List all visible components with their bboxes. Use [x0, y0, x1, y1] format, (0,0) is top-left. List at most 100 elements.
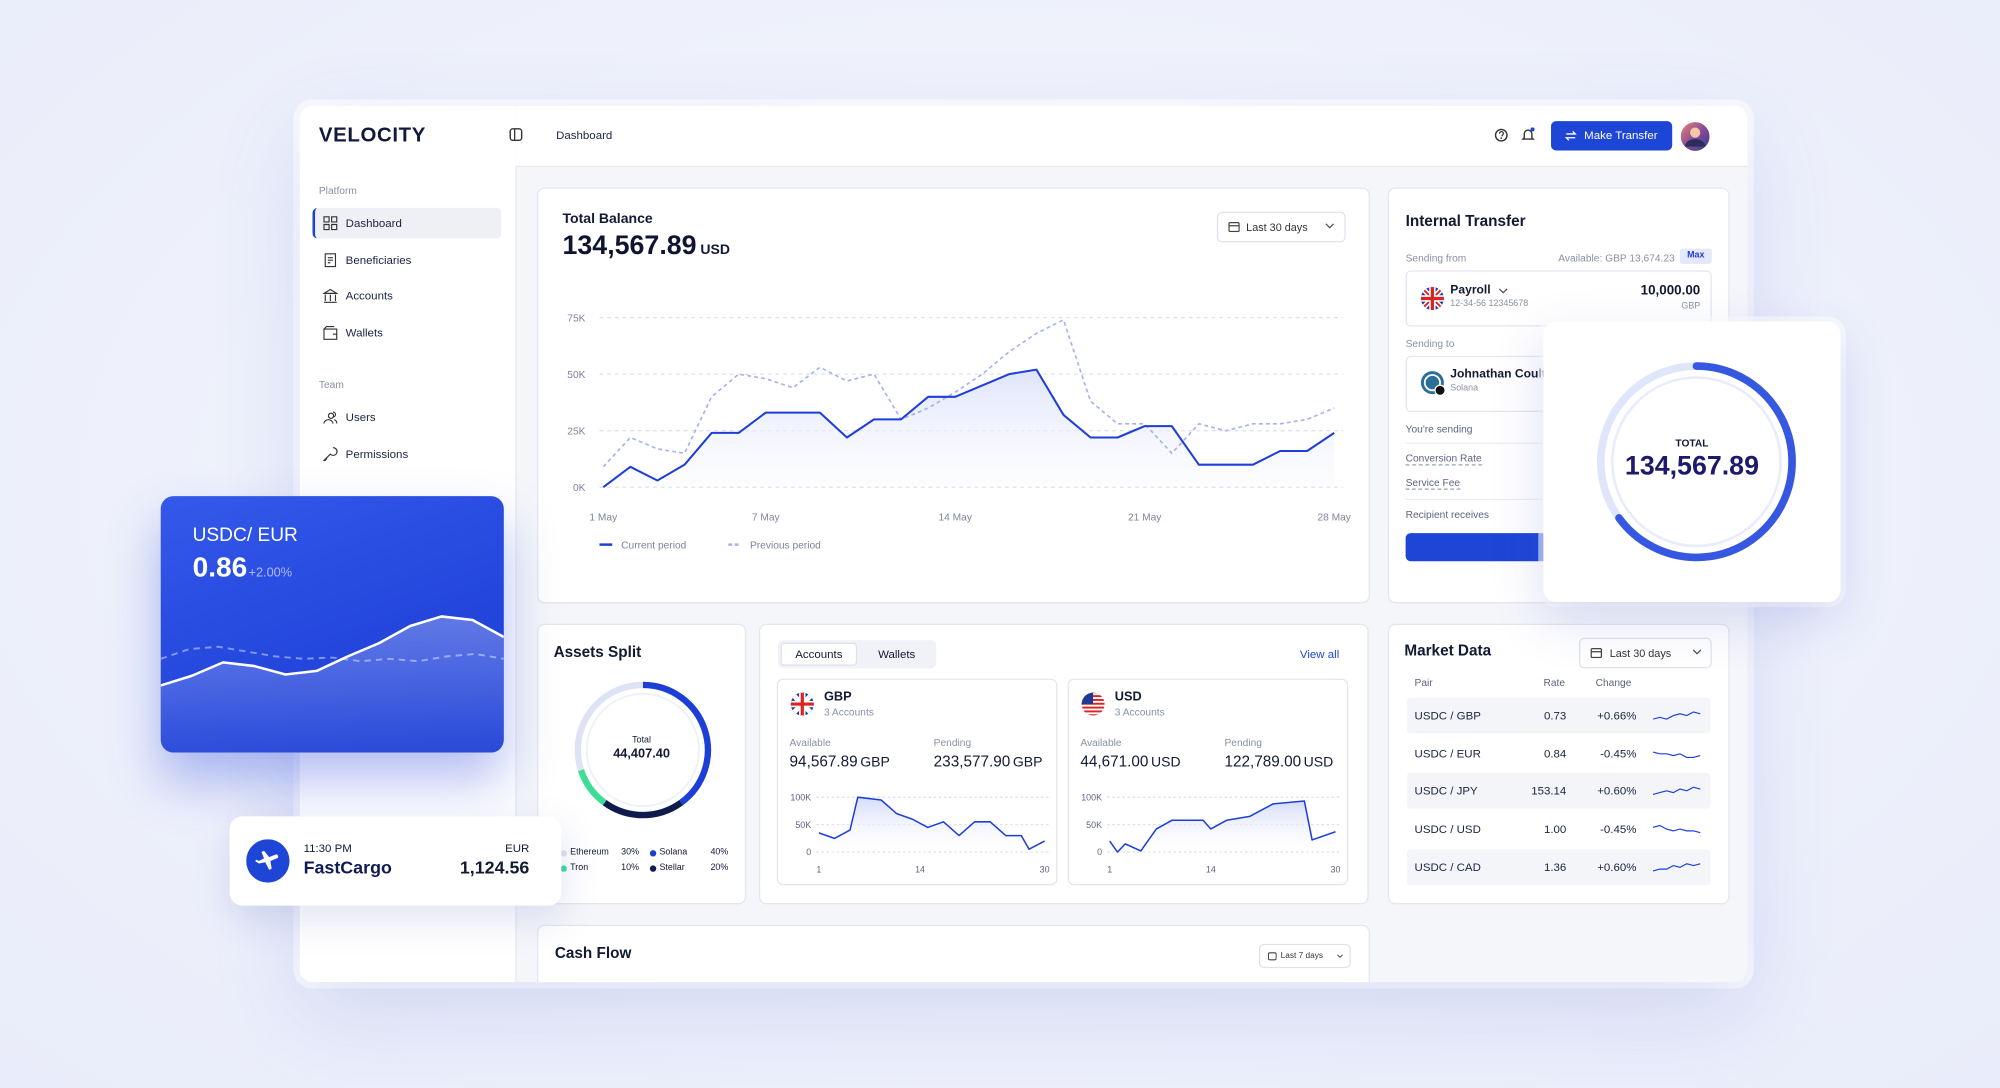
payment-currency: EUR: [505, 841, 530, 855]
legend-value: 20%: [710, 863, 729, 873]
card-title: Internal Transfer: [1405, 211, 1526, 230]
x-tick-label: 7 May: [752, 512, 781, 523]
total-amount: 134,567.89: [1624, 451, 1759, 481]
legend-label: Stellar: [659, 863, 685, 873]
nav-item[interactable]: Wallets: [345, 326, 383, 340]
area: [160, 616, 504, 753]
area: [603, 369, 1335, 488]
cash-flow-card: Cash Flow Last 7 days: [536, 924, 1370, 983]
send-currency: GBP: [1681, 302, 1701, 312]
change: +0.66%: [1597, 709, 1637, 722]
pair: USDC / JPY: [1414, 784, 1478, 798]
send-amount: 10,000.00: [1640, 283, 1701, 299]
view-all-link[interactable]: View all: [1299, 647, 1340, 661]
account-code: USD: [1114, 690, 1142, 705]
chevron-icon: [1692, 649, 1702, 655]
payment-amount: 1,124.56: [459, 857, 530, 878]
rate-change: +2.00%: [248, 566, 293, 581]
collapse-icon[interactable]: [509, 128, 523, 142]
line: [602, 319, 1335, 468]
chevron-icon: [1325, 223, 1334, 229]
account-number: 12-34-56 12345678: [1450, 299, 1529, 309]
total-balance-card: Total Balance 134,567.89 USD Last 30 day…: [536, 187, 1370, 604]
flag: [790, 692, 814, 716]
from-account-box[interactable]: Payroll 12-34-56 12345678 10,000.00 GBP: [1405, 270, 1712, 327]
nav-item[interactable]: Dashboard: [345, 216, 402, 230]
trend-sparkline: [1652, 862, 1701, 872]
flag-stripe: [1081, 714, 1105, 716]
pending-amount: 233,577.90: [933, 752, 1011, 771]
nav-item[interactable]: Beneficiaries: [345, 253, 412, 267]
nav-item[interactable]: Accounts: [345, 289, 393, 303]
pair: USDC / GBP: [1414, 709, 1481, 722]
row-bg: [1406, 697, 1711, 734]
y-tick-label: 0: [806, 847, 811, 857]
nav-icon: [323, 411, 338, 424]
y-tick-label: 0: [1097, 847, 1102, 857]
trend-sparkline: [1652, 751, 1701, 758]
plane-icon: [246, 839, 290, 883]
max-button[interactable]: Max: [1679, 248, 1712, 265]
recipient-name: Johnathan Coult: [1450, 367, 1546, 382]
legend-label: Tron: [570, 863, 589, 873]
account-tile[interactable]: GBP 3 Accounts Available 94,567.89 GBP Pendin…: [776, 678, 1058, 886]
legend-label: Previous period: [750, 540, 821, 551]
nav-section-title: Team: [318, 378, 344, 391]
card-title: Cash Flow: [554, 943, 632, 962]
total-ring: [1596, 362, 1796, 562]
tab-active[interactable]: Accounts: [780, 642, 858, 666]
solana-icon: [1420, 371, 1446, 397]
ring-inner: [1610, 376, 1782, 548]
transfer-icon: [1565, 130, 1577, 141]
legend-value: 40%: [710, 848, 729, 858]
icon-shape: [322, 289, 339, 304]
legend-label: Ethereum: [570, 848, 609, 858]
card-title: Market Data: [1404, 641, 1492, 660]
nav-section-title: Platform: [318, 184, 357, 197]
nav-icon: [323, 216, 338, 231]
trend-sparkline: [1652, 825, 1701, 834]
account-name: Payroll: [1450, 283, 1491, 298]
legend-dot: [649, 850, 657, 857]
range-selector[interactable]: Last 7 days: [1258, 943, 1351, 969]
account-code: GBP: [823, 690, 852, 705]
account-chart: 0 50K 100K 1 14 30: [790, 792, 1049, 874]
change: -0.45%: [1600, 822, 1637, 836]
breadcrumb[interactable]: Dashboard: [556, 128, 613, 142]
y-tick-label: 100K: [790, 792, 811, 802]
rate: 0.84: [1543, 747, 1567, 760]
rate-card: USDC/ EUR 0.86 +2.00%: [160, 496, 504, 753]
legend-label: Solana: [659, 848, 688, 858]
icon-shape: [322, 446, 338, 461]
pending-currency: GBP: [1012, 755, 1043, 771]
sparkline: [1652, 787, 1701, 796]
make-transfer-button[interactable]: Make Transfer: [1551, 121, 1673, 151]
trend-sparkline: [1652, 711, 1701, 720]
notification-icon[interactable]: [1520, 126, 1535, 143]
range-selector[interactable]: Last 30 days: [1216, 211, 1346, 243]
nav-icon: [322, 446, 338, 461]
rate-value: 0.86: [192, 551, 248, 583]
nav-item[interactable]: Permissions: [345, 447, 409, 460]
range-selector[interactable]: Last 30 days: [1579, 637, 1712, 669]
pending-row: 233,577.90 GBP: [934, 753, 1043, 771]
avatar[interactable]: [1678, 120, 1712, 153]
nav-icon: [324, 252, 337, 267]
service-fee-label: Service Fee: [1405, 477, 1461, 490]
available-currency: GBP: [860, 755, 890, 771]
balance-currency: USD: [700, 242, 731, 258]
brand-logo: VELOCITY: [318, 124, 427, 147]
account-tile[interactable]: USD 3 Accounts Available 44,671.00 USD Pendin…: [1067, 678, 1349, 886]
pending-row: 122,789.00 USD: [1224, 753, 1333, 771]
y-tick-label: 50K: [795, 820, 811, 830]
payment-merchant: FastCargo: [303, 857, 392, 878]
field-label: You're sending: [1405, 423, 1473, 435]
rate-chart: [160, 615, 504, 753]
rate-row: 0.86 +2.00%: [193, 551, 293, 584]
nav-item[interactable]: Users: [345, 410, 376, 424]
legend-dot: [560, 850, 567, 857]
help-icon[interactable]: [1494, 128, 1509, 143]
total-label: TOTAL: [1675, 437, 1709, 449]
tab[interactable]: Wallets: [878, 647, 916, 661]
